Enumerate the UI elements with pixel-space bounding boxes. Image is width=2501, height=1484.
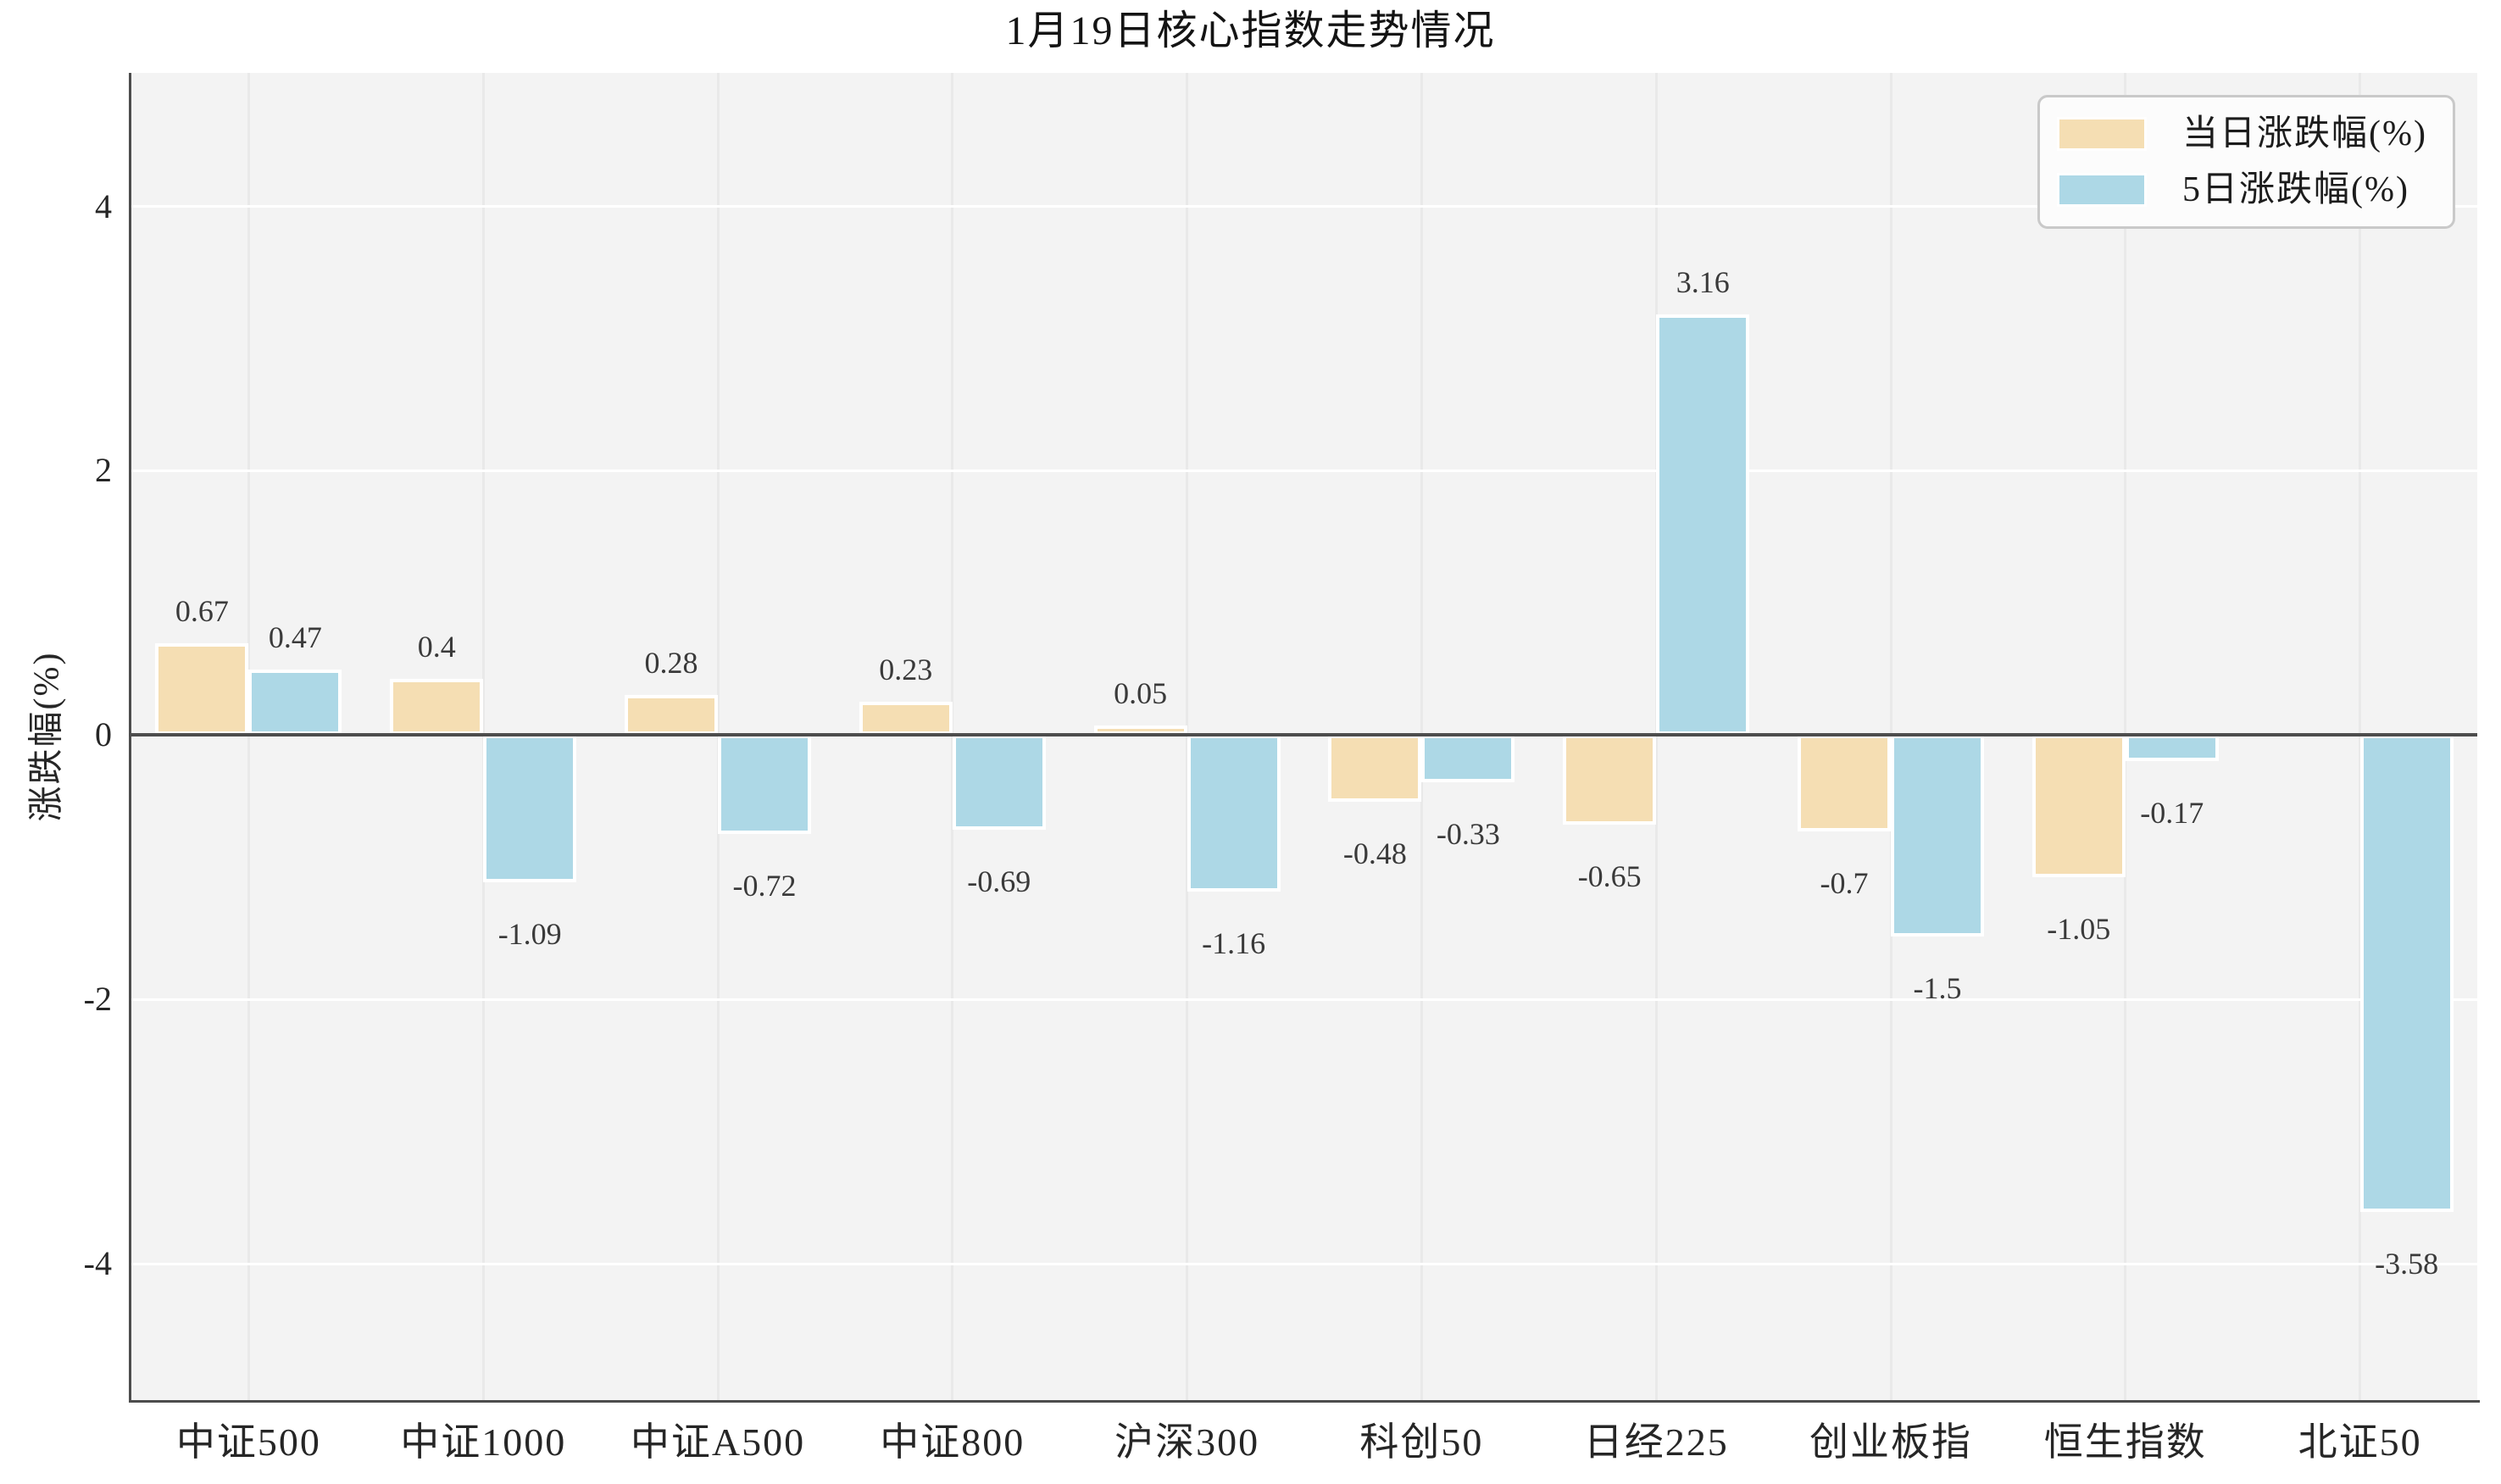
bar-value-label-daily-3: 0.23 — [879, 652, 933, 686]
x-tick-label-6: 日经225 — [1583, 1420, 1729, 1464]
bar-value-label-5day-7: -1.5 — [1913, 971, 1962, 1006]
bar-value-label-daily-0: 0.67 — [175, 593, 229, 628]
x-tick-label-1: 中证1000 — [400, 1420, 567, 1464]
bar-5day-5 — [1421, 735, 1515, 782]
bar-value-label-daily-6: -0.65 — [1577, 859, 1642, 893]
bar-5day-4 — [1187, 735, 1281, 892]
bar-value-label-5day-6: 3.16 — [1676, 264, 1730, 299]
x-tick-label-3: 中证800 — [880, 1420, 1025, 1464]
h-gridline--2 — [131, 998, 2477, 1001]
bar-value-label-5day-8: -0.17 — [2140, 795, 2204, 830]
bar-daily-8 — [2031, 735, 2126, 878]
bar-daily-3 — [859, 701, 953, 736]
bar-5day-3 — [952, 735, 1046, 831]
x-tick-label-0: 中证500 — [175, 1420, 321, 1464]
bar-value-label-5day-0: 0.47 — [268, 620, 322, 655]
y-tick-label-0: 0 — [95, 715, 112, 754]
x-tick-label-4: 沪深300 — [1114, 1420, 1260, 1464]
bar-5day-7 — [1891, 735, 1984, 937]
zero-line — [131, 733, 2477, 737]
bar-value-label-5day-1: -1.09 — [497, 917, 562, 952]
x-tick-label-2: 中证A500 — [630, 1420, 806, 1464]
legend: 当日涨跌幅(%) 5日涨跌幅(%) — [2037, 95, 2455, 229]
h-gridline-4 — [131, 205, 2477, 208]
y-axis-spine — [129, 73, 131, 1403]
y-tick-label--4: -4 — [83, 1244, 112, 1283]
plot-area: 0.67 0.4 0.28 0.23 0.05 -0.48 -0.65 -0.7 -1.05 0.… — [131, 73, 2477, 1400]
x-tick-label-7: 创业板指 — [1809, 1420, 1972, 1464]
bar-daily-5 — [1328, 735, 1422, 803]
h-gridline--4 — [131, 1262, 2477, 1265]
x-tick-label-9: 北证50 — [2298, 1420, 2422, 1464]
h-gridline-2 — [131, 469, 2477, 472]
legend-label-daily: 当日涨跌幅(%) — [2182, 114, 2427, 153]
legend-item-5day: 5日涨跌幅(%) — [2057, 169, 2427, 211]
x-axis-spine — [129, 1400, 2480, 1403]
x-tick-label-5: 科创50 — [1359, 1420, 1484, 1464]
bar-5day-8 — [2125, 735, 2219, 761]
bar-value-label-daily-1: 0.4 — [417, 630, 456, 664]
bar-5day-6 — [1656, 314, 1750, 736]
y-tick-label--2: -2 — [83, 980, 112, 1019]
y-tick-label-2: 2 — [95, 451, 112, 490]
bar-value-label-daily-7: -0.7 — [1820, 865, 1869, 900]
bar-daily-6 — [1563, 735, 1657, 825]
bar-5day-2 — [718, 735, 811, 834]
bar-value-label-5day-5: -0.33 — [1436, 816, 1500, 851]
legend-swatch-5day — [2057, 173, 2148, 207]
bar-5day-1 — [483, 735, 577, 883]
y-tick-label-4: 4 — [95, 186, 112, 225]
bar-daily-7 — [1798, 735, 1891, 831]
bar-value-label-daily-4: 0.05 — [1114, 675, 1168, 710]
bar-value-label-5day-4: -1.16 — [1202, 926, 1266, 961]
x-tick-label-8: 恒生指数 — [2043, 1420, 2207, 1464]
chart-title: 1月19日核心指数走势情况 — [1005, 8, 1496, 53]
bar-daily-0 — [155, 642, 249, 736]
bar-value-label-daily-5: -0.48 — [1342, 836, 1407, 871]
legend-item-daily: 当日涨跌幅(%) — [2057, 113, 2427, 155]
bar-value-label-daily-8: -1.05 — [2047, 912, 2111, 947]
bar-value-label-5day-2: -0.72 — [732, 868, 797, 903]
bar-daily-1 — [390, 679, 484, 736]
bar-value-label-5day-3: -0.69 — [967, 864, 1031, 899]
legend-label-5day: 5日涨跌幅(%) — [2182, 170, 2409, 209]
bar-value-label-5day-9: -3.58 — [2375, 1246, 2439, 1281]
bar-daily-2 — [625, 694, 718, 736]
bar-5day-0 — [248, 670, 342, 736]
bar-5day-9 — [2359, 735, 2454, 1212]
bar-value-label-daily-2: 0.28 — [644, 645, 698, 680]
legend-swatch-daily — [2057, 117, 2148, 151]
